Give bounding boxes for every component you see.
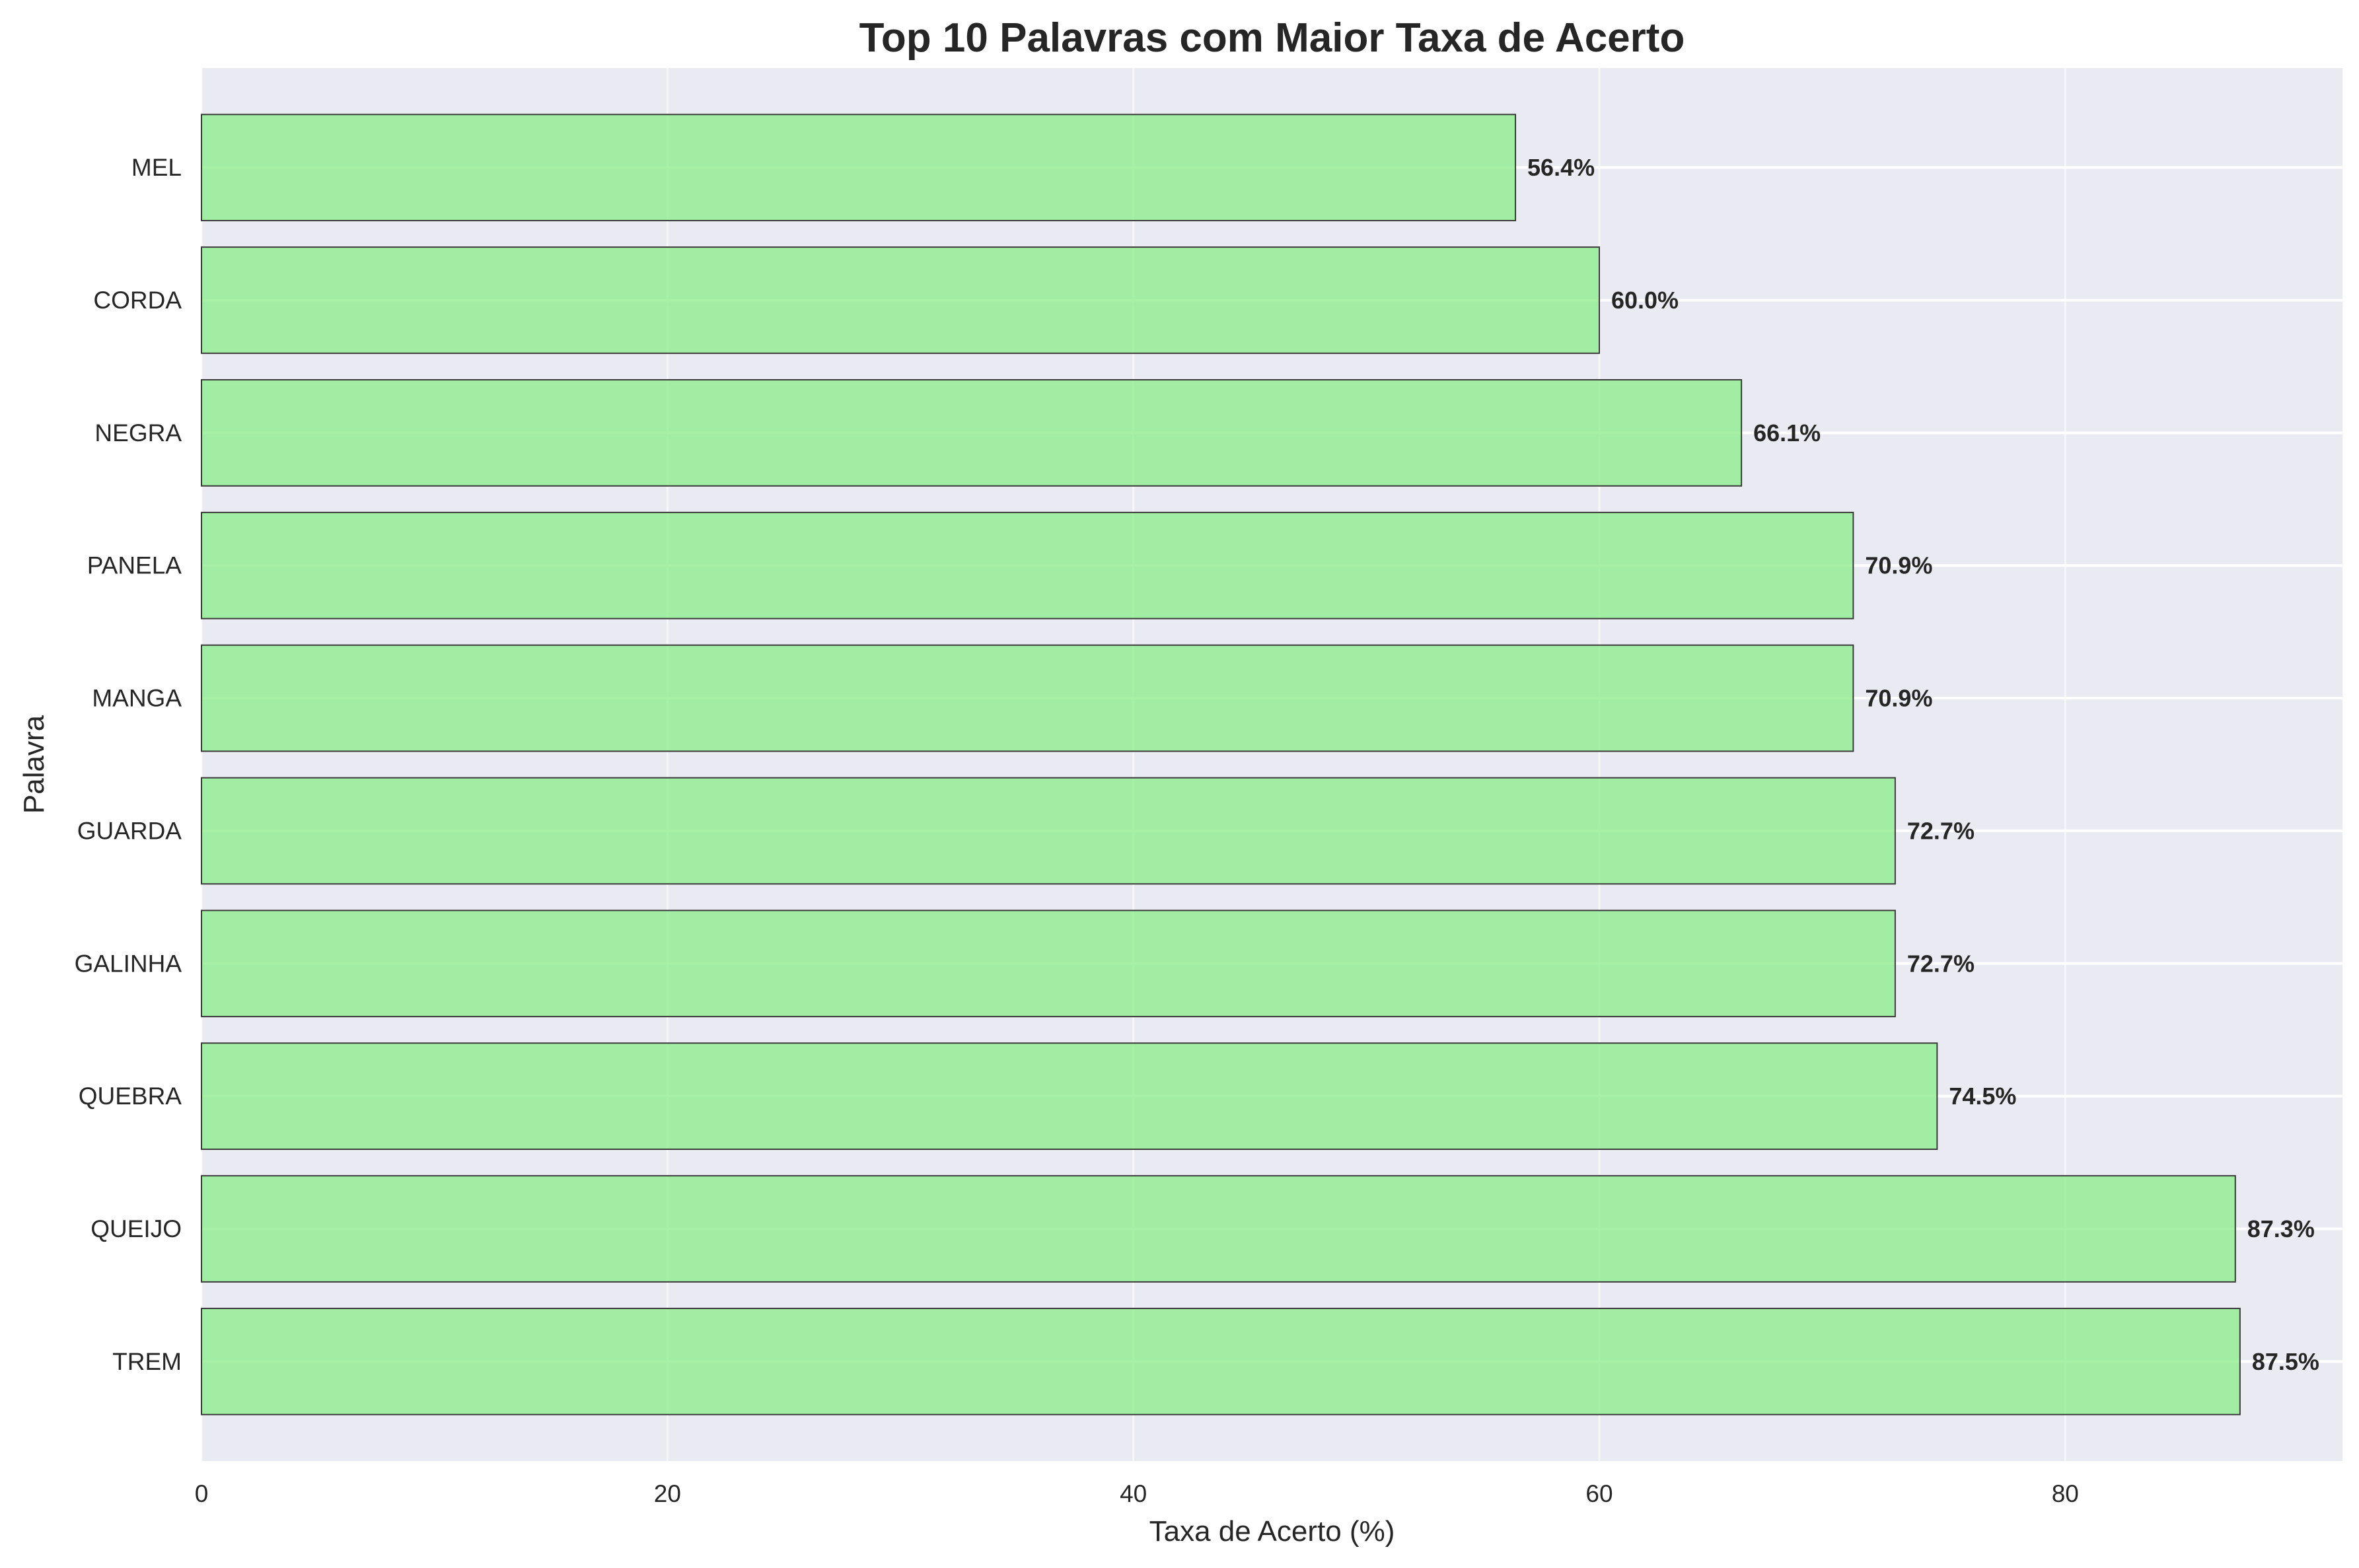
x-tick-label: 40 <box>1120 1480 1147 1507</box>
x-tick-label: 20 <box>654 1480 681 1507</box>
x-tick-label: 60 <box>1585 1480 1613 1507</box>
bar-galinha <box>201 909 1896 1018</box>
bar-quebra <box>201 1042 1938 1150</box>
bar-trem <box>201 1308 2241 1415</box>
bar-mel <box>201 114 1517 221</box>
y-tick-label-panela: PANELA <box>87 552 182 579</box>
x-tick-label: 80 <box>2052 1480 2079 1507</box>
bars <box>201 114 2241 1415</box>
bar-corda <box>201 246 1600 354</box>
y-tick-label-trem: TREM <box>112 1348 182 1375</box>
bar-queijo <box>201 1175 2236 1283</box>
data-label-guarda: 72.7% <box>1907 817 1975 844</box>
y-tick-label-mel: MEL <box>131 154 182 181</box>
data-label-quebra: 74.5% <box>1949 1083 2016 1110</box>
data-label-mel: 56.4% <box>1527 154 1595 181</box>
data-label-panela: 70.9% <box>1865 552 1932 579</box>
data-label-galinha: 72.7% <box>1907 950 1975 977</box>
x-axis-label: Taxa de Acerto (%) <box>1149 1515 1395 1548</box>
data-label-trem: 87.5% <box>2252 1348 2319 1375</box>
y-tick-label-galinha: GALINHA <box>75 950 182 977</box>
data-label-corda: 60.0% <box>1611 287 1679 314</box>
chart-title: Top 10 Palavras com Maior Taxa de Acerto <box>859 15 1685 61</box>
y-tick-labels: MEL CORDA NEGRA PANELA MANGA GUARDA GALINHA QUE… <box>75 154 182 1375</box>
data-label-manga: 70.9% <box>1865 685 1932 712</box>
y-tick-label-negra: NEGRA <box>94 419 182 446</box>
y-tick-label-queijo: QUEIJO <box>91 1215 182 1242</box>
bar-negra <box>201 379 1743 487</box>
data-labels: 56.4% 60.0% 66.1% 70.9% 70.9% 72.7% 72.7% 74.5%… <box>1527 154 2319 1375</box>
data-label-queijo: 87.3% <box>2247 1215 2315 1242</box>
y-tick-label-manga: MANGA <box>92 685 182 712</box>
y-tick-label-guarda: GUARDA <box>77 817 182 844</box>
y-tick-label-corda: CORDA <box>93 287 182 314</box>
bar-guarda <box>201 777 1896 885</box>
x-tick-label: 0 <box>195 1480 209 1507</box>
data-label-negra: 66.1% <box>1753 419 1821 446</box>
y-axis-label: Palavra <box>18 715 50 814</box>
bar-manga <box>201 644 1854 752</box>
x-tick-labels: 0 20 40 60 80 <box>195 1480 2079 1507</box>
bar-panela <box>201 511 1854 620</box>
y-tick-label-quebra: QUEBRA <box>79 1083 182 1110</box>
